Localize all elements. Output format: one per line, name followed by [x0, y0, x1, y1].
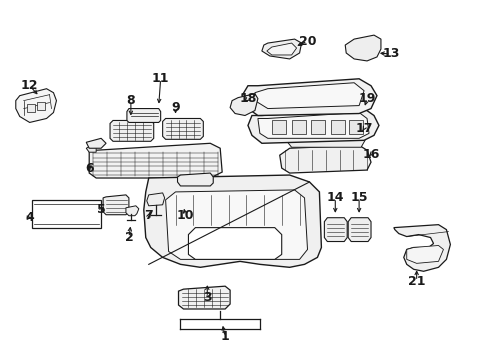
- Text: 2: 2: [124, 231, 133, 244]
- Polygon shape: [347, 218, 370, 242]
- Polygon shape: [279, 145, 370, 173]
- Text: 4: 4: [25, 211, 34, 224]
- Text: 9: 9: [171, 101, 180, 114]
- Text: 13: 13: [382, 48, 399, 60]
- Text: 19: 19: [358, 92, 375, 105]
- Polygon shape: [89, 143, 222, 178]
- Polygon shape: [126, 206, 139, 216]
- Text: 17: 17: [355, 122, 372, 135]
- Polygon shape: [163, 118, 203, 139]
- Polygon shape: [393, 225, 449, 271]
- Polygon shape: [146, 193, 164, 206]
- Text: 3: 3: [203, 291, 211, 303]
- Polygon shape: [178, 286, 230, 309]
- Text: 21: 21: [407, 275, 425, 288]
- Polygon shape: [324, 218, 346, 242]
- Bar: [348, 121, 362, 134]
- Text: 18: 18: [239, 92, 256, 105]
- Bar: [331, 121, 345, 134]
- Bar: [291, 121, 305, 134]
- Polygon shape: [86, 143, 96, 152]
- Polygon shape: [254, 83, 364, 109]
- Text: 15: 15: [349, 192, 367, 204]
- Text: 7: 7: [144, 209, 153, 222]
- Polygon shape: [406, 246, 443, 264]
- Text: 16: 16: [362, 148, 379, 161]
- Polygon shape: [345, 35, 380, 61]
- Polygon shape: [143, 175, 321, 267]
- Text: 8: 8: [126, 94, 135, 107]
- Text: 5: 5: [97, 203, 105, 216]
- Polygon shape: [127, 109, 161, 122]
- Bar: [271, 121, 285, 134]
- Bar: [311, 121, 325, 134]
- Bar: [37, 102, 44, 109]
- Polygon shape: [110, 121, 153, 141]
- Polygon shape: [257, 113, 368, 138]
- Polygon shape: [266, 43, 296, 55]
- Bar: [32, 200, 101, 228]
- Polygon shape: [177, 173, 213, 186]
- Polygon shape: [103, 195, 129, 215]
- Text: 6: 6: [85, 162, 93, 175]
- Text: 14: 14: [326, 192, 344, 204]
- Text: 1: 1: [220, 330, 229, 343]
- Text: 11: 11: [152, 72, 169, 85]
- Polygon shape: [230, 94, 257, 116]
- Polygon shape: [262, 39, 301, 59]
- Polygon shape: [188, 228, 281, 260]
- Text: 10: 10: [176, 209, 194, 222]
- Text: 12: 12: [21, 79, 39, 92]
- Polygon shape: [247, 109, 378, 143]
- Polygon shape: [86, 138, 106, 148]
- Polygon shape: [242, 79, 376, 116]
- Polygon shape: [16, 89, 56, 122]
- Polygon shape: [287, 135, 365, 147]
- Bar: [27, 104, 35, 112]
- Text: 20: 20: [298, 35, 316, 48]
- Polygon shape: [165, 190, 307, 260]
